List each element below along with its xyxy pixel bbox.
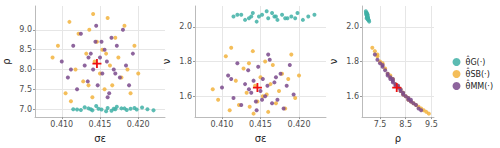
svg-text:0.410: 0.410	[211, 120, 234, 129]
svg-text:2.0: 2.0	[346, 22, 359, 31]
svg-text:θ̂G(·): θ̂G(·)	[466, 55, 486, 66]
svg-text:9.5: 9.5	[425, 120, 438, 129]
svg-text:ρ: ρ	[395, 133, 401, 144]
svg-text:ρ: ρ	[1, 58, 12, 64]
svg-text:0.420: 0.420	[127, 120, 150, 129]
svg-text:1.8: 1.8	[346, 57, 359, 66]
svg-text:σε: σε	[255, 133, 267, 144]
svg-text:7.0: 7.0	[19, 105, 32, 114]
svg-text:1.6: 1.6	[179, 92, 192, 101]
svg-text:θ̂SB(·): θ̂SB(·)	[466, 67, 490, 78]
svg-text:8.5: 8.5	[19, 45, 32, 54]
svg-text:7.5: 7.5	[374, 120, 387, 129]
svg-text:1.6: 1.6	[346, 92, 359, 101]
svg-text:7.5: 7.5	[19, 85, 32, 94]
svg-text:0.415: 0.415	[89, 120, 112, 129]
svg-text:0.420: 0.420	[288, 120, 311, 129]
svg-text:9.0: 9.0	[19, 25, 32, 34]
svg-text:0.410: 0.410	[50, 120, 73, 129]
svg-text:ν: ν	[161, 58, 172, 64]
svg-text:8.5: 8.5	[399, 120, 412, 129]
svg-text:θ̂MM(·): θ̂MM(·)	[466, 79, 493, 90]
svg-text:ν: ν	[328, 58, 339, 64]
svg-text:1.8: 1.8	[179, 57, 192, 66]
svg-text:8.0: 8.0	[19, 65, 32, 74]
svg-text:σε: σε	[94, 133, 106, 144]
svg-text:0.415: 0.415	[249, 120, 272, 129]
svg-text:2.0: 2.0	[179, 22, 192, 31]
